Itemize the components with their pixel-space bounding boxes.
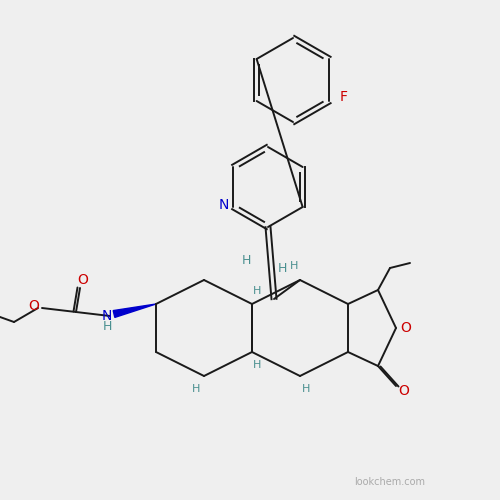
Text: H: H	[253, 360, 261, 370]
Text: O: O	[78, 273, 88, 287]
Text: H: H	[278, 262, 286, 276]
Text: F: F	[340, 90, 347, 104]
Text: H: H	[290, 261, 298, 271]
Text: H: H	[302, 384, 310, 394]
Text: lookchem.com: lookchem.com	[354, 477, 426, 487]
Polygon shape	[113, 304, 156, 318]
Text: H: H	[192, 384, 200, 394]
Text: H: H	[242, 254, 250, 268]
Text: H: H	[102, 320, 112, 334]
Text: O: O	[28, 299, 40, 313]
Text: N: N	[102, 309, 112, 323]
Text: O: O	[400, 321, 411, 335]
Text: H: H	[253, 286, 261, 296]
Text: N: N	[218, 198, 228, 212]
Text: O: O	[398, 384, 409, 398]
